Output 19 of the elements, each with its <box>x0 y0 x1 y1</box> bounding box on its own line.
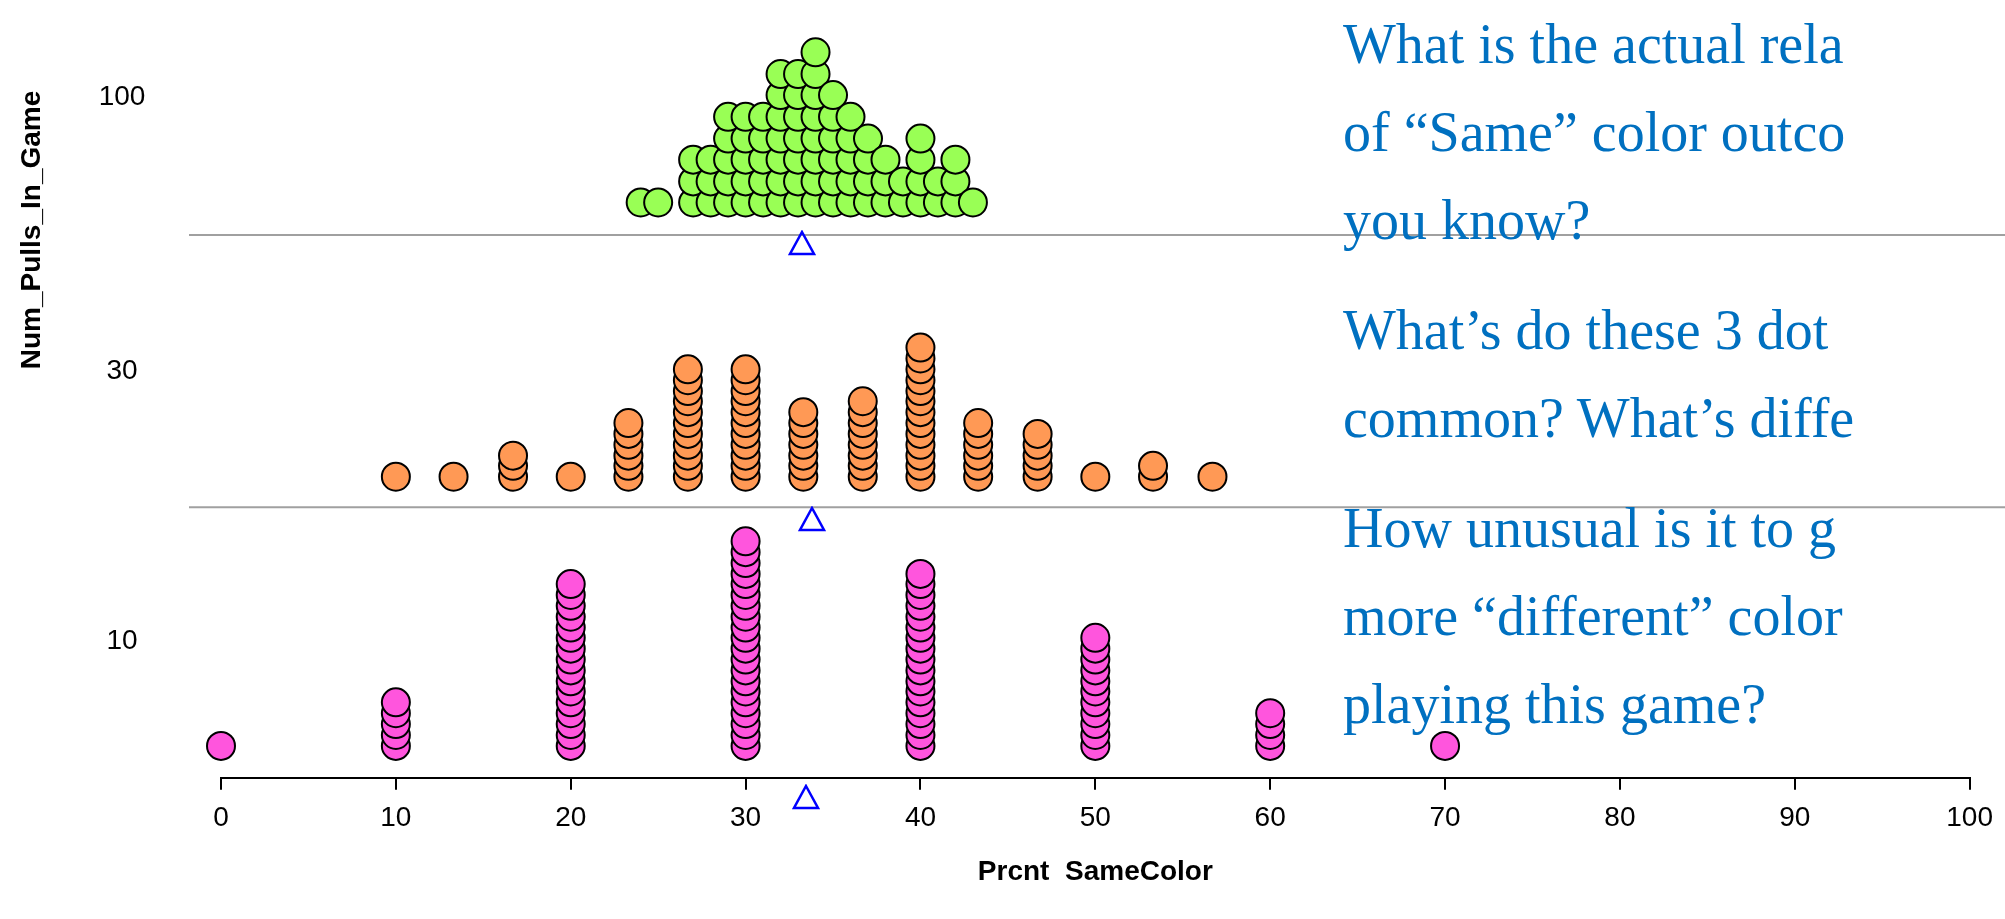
x-tick-label: 20 <box>555 801 587 833</box>
x-tick-label: 0 <box>213 801 229 833</box>
x-tick-label: 80 <box>1604 801 1636 833</box>
x-tick-label: 90 <box>1779 801 1811 833</box>
x-axis-title: Prcnt SameColor <box>977 854 1213 886</box>
x-tick-label: 30 <box>730 801 762 833</box>
x-tick-label: 60 <box>1254 801 1286 833</box>
annotation: How unusual is it to g more “different” color playing this game? <box>1343 496 1844 737</box>
x-tick-label: 50 <box>1079 801 1111 833</box>
annotation: What’s do these 3 dot common? What’s diffe <box>1343 298 1856 451</box>
text: 30 <box>106 354 138 386</box>
x-tick-label: 10 <box>380 801 412 833</box>
text: Num_Pulls_In_Game <box>14 90 46 370</box>
x-tick-label: 70 <box>1429 801 1461 833</box>
text: 10 <box>106 623 138 655</box>
x-tick-label: 100 <box>1946 801 1993 833</box>
x-tick-label: 40 <box>904 801 937 833</box>
text: 100 <box>98 80 146 112</box>
annotation: What is the actual rela of “Same” color outco you know? <box>1343 12 1847 253</box>
